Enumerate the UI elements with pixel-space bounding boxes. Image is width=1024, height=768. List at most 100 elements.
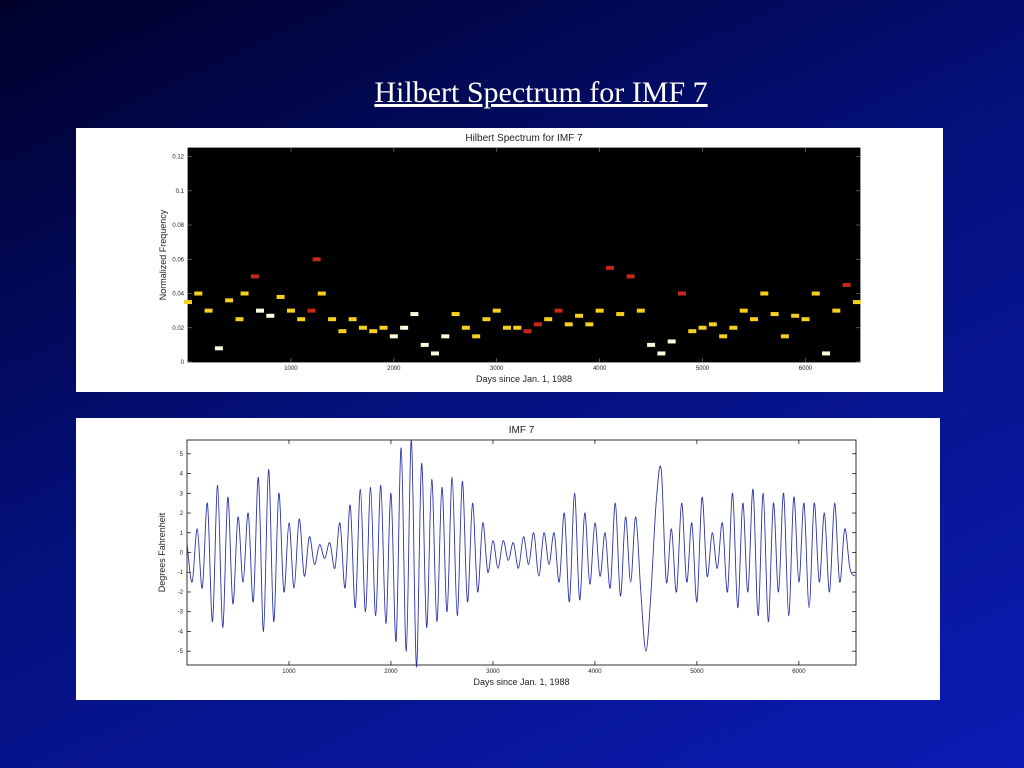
y-tick-label: -4	[178, 629, 184, 635]
spectrum-point	[420, 342, 429, 347]
spectrum-point	[842, 282, 851, 287]
x-tick-label: 3000	[490, 366, 504, 372]
x-axis-label: Days since Jan. 1, 1988	[476, 374, 572, 384]
spectrum-point	[791, 313, 800, 318]
spectrum-point	[503, 325, 512, 330]
x-tick-label: 5000	[696, 366, 710, 372]
spectrum-point	[729, 325, 738, 330]
y-tick-label: 1	[180, 531, 184, 537]
spectrum-point	[410, 312, 419, 317]
y-tick-label: -1	[178, 570, 184, 576]
y-tick-label: 0.08	[172, 223, 184, 229]
spectrum-point	[400, 325, 409, 330]
spectrum-point	[286, 308, 295, 313]
spectrum-point	[266, 313, 275, 318]
spectrum-point	[801, 317, 810, 322]
spectrum-point	[780, 334, 789, 339]
spectrum-point	[750, 317, 759, 322]
spectrum-point	[708, 322, 717, 327]
chart-title: Hilbert Spectrum for IMF 7	[465, 133, 583, 144]
spectrum-point	[441, 334, 450, 339]
spectrum-point	[482, 317, 491, 322]
x-tick-label: 5000	[690, 669, 704, 675]
spectrum-point	[698, 325, 707, 330]
spectrum-point	[523, 329, 532, 334]
x-tick-label: 6000	[799, 366, 813, 372]
y-tick-label: 0	[181, 360, 185, 366]
spectrum-point	[533, 322, 542, 327]
spectrum-point	[719, 334, 728, 339]
spectrum-point	[250, 274, 259, 279]
spectrum-point	[276, 294, 285, 299]
spectrum-point	[544, 317, 553, 322]
spectrum-point	[338, 329, 347, 334]
y-tick-label: -3	[178, 610, 184, 616]
spectrum-point	[317, 291, 326, 296]
spectrum-point	[852, 300, 861, 305]
y-tick-label: 0.04	[172, 292, 184, 298]
y-tick-label: 0.02	[172, 326, 184, 332]
spectrum-point	[307, 308, 316, 313]
y-tick-label: 3	[180, 491, 184, 497]
y-tick-label: 5	[180, 452, 184, 458]
spectrum-point	[760, 291, 769, 296]
spectrum-point	[811, 291, 820, 296]
spectrum-point	[739, 308, 748, 313]
y-tick-label: 0.12	[172, 155, 184, 161]
spectrum-point	[822, 351, 831, 356]
y-tick-label: 0	[180, 551, 184, 557]
y-tick-label: -5	[178, 649, 184, 655]
spectrum-point	[297, 317, 306, 322]
spectrum-point	[369, 329, 378, 334]
x-tick-label: 1000	[284, 366, 298, 372]
spectrum-point	[184, 300, 192, 305]
y-axis-label: Degrees Fahrenheit	[157, 512, 167, 592]
spectrum-point	[770, 312, 779, 317]
x-tick-label: 1000	[282, 669, 296, 675]
imf-line	[186, 439, 856, 668]
spectrum-point	[688, 329, 697, 334]
x-tick-label: 3000	[486, 669, 500, 675]
spectrum-point	[312, 257, 321, 262]
slide-title: Hilbert Spectrum for IMF 7	[374, 76, 708, 109]
spectrum-point	[657, 351, 666, 356]
x-tick-label: 6000	[792, 669, 806, 675]
spectrum-point	[472, 334, 481, 339]
y-axis-label: Normalized Frequency	[158, 209, 168, 300]
spectrum-point	[461, 325, 470, 330]
spectrum-point	[235, 317, 244, 322]
x-tick-label: 2000	[384, 669, 398, 675]
spectrum-point	[626, 274, 635, 279]
spectrum-point	[575, 313, 584, 318]
y-tick-label: 4	[180, 472, 184, 478]
chart-title: IMF 7	[509, 425, 535, 436]
spectrum-point	[605, 265, 614, 270]
spectrum-point	[832, 308, 841, 313]
spectrum-point	[554, 308, 563, 313]
spectrum-point	[430, 351, 439, 356]
x-axis-label: Days since Jan. 1, 1988	[473, 677, 569, 687]
spectrum-point	[389, 334, 398, 339]
spectrum-point	[451, 312, 460, 317]
spectrum-point	[595, 308, 604, 313]
spectrum-point	[647, 342, 656, 347]
spectrum-point	[256, 308, 265, 313]
spectrum-point	[214, 346, 223, 351]
spectrum-point	[358, 325, 367, 330]
x-tick-label: 2000	[387, 366, 401, 372]
spectrum-point	[225, 298, 234, 303]
y-tick-label: -2	[178, 590, 184, 596]
spectrum-point	[204, 308, 213, 313]
x-tick-label: 4000	[593, 366, 607, 372]
spectrum-point	[348, 317, 357, 322]
spectrum-point	[240, 291, 249, 296]
spectrum-point	[667, 339, 676, 344]
spectrum-point	[677, 291, 686, 296]
y-tick-label: 0.06	[172, 257, 184, 263]
spectrum-point	[616, 312, 625, 317]
y-tick-label: 0.1	[176, 189, 185, 195]
spectrum-point	[564, 322, 573, 327]
y-tick-label: 2	[180, 511, 184, 517]
